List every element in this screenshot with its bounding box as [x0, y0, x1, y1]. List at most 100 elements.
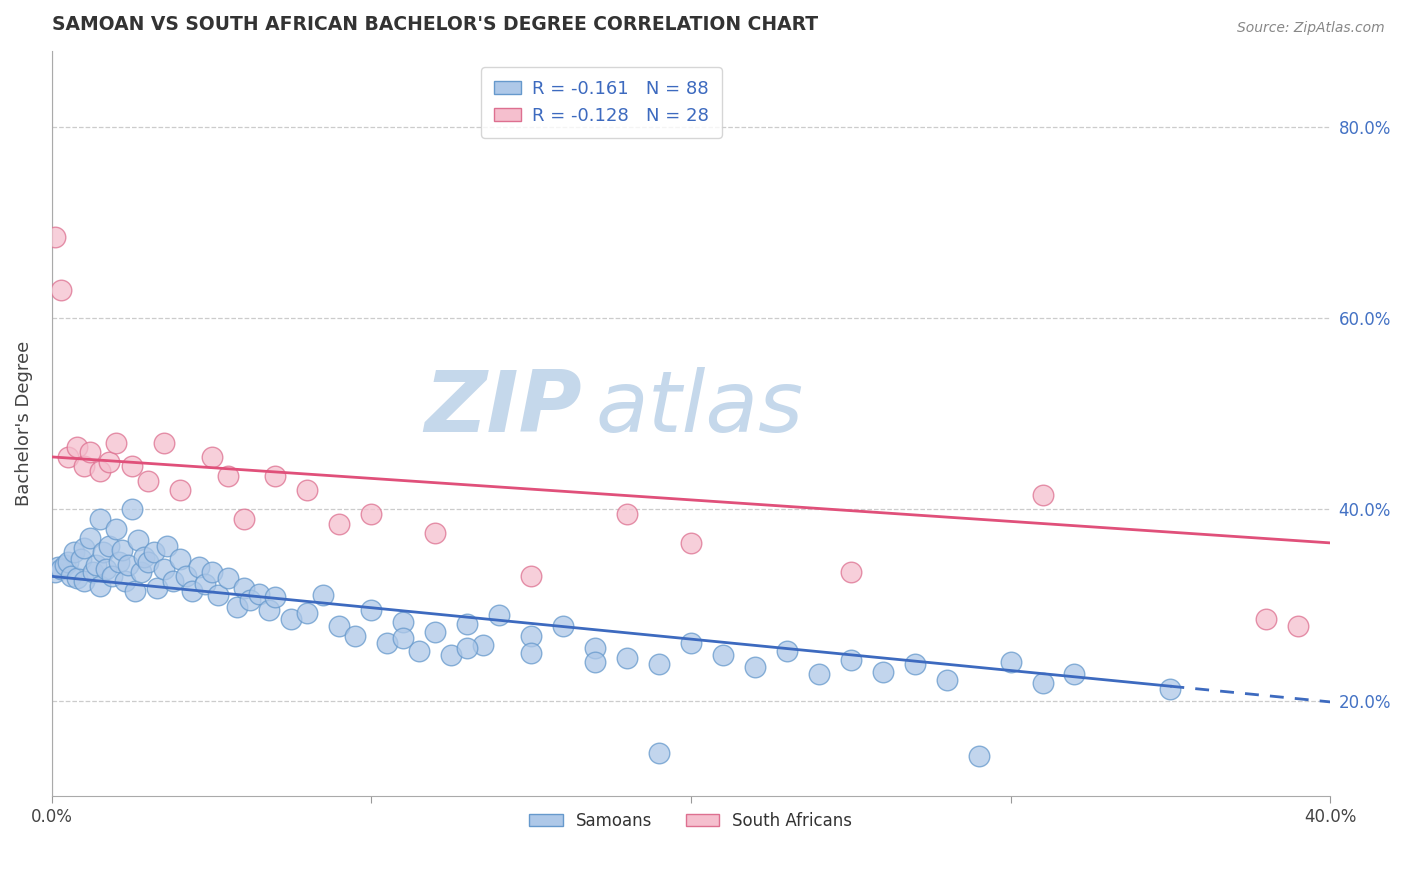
- Point: [169, 552, 191, 566]
- Point: [56, 450, 79, 464]
- Point: [1159, 682, 1181, 697]
- Point: [280, 612, 302, 626]
- Point: [520, 646, 543, 660]
- Point: [679, 636, 702, 650]
- Point: [616, 507, 638, 521]
- Point: [232, 512, 254, 526]
- Point: [134, 550, 156, 565]
- Point: [200, 565, 222, 579]
- Point: [73, 541, 96, 555]
- Point: [66, 441, 89, 455]
- Point: [51, 562, 73, 576]
- Point: [1286, 619, 1309, 633]
- Point: [98, 539, 121, 553]
- Point: [360, 603, 382, 617]
- Point: [456, 617, 478, 632]
- Point: [194, 577, 217, 591]
- Point: [121, 502, 143, 516]
- Point: [51, 283, 73, 297]
- Point: [648, 657, 671, 672]
- Point: [472, 638, 495, 652]
- Point: [935, 673, 957, 687]
- Point: [59, 569, 82, 583]
- Point: [86, 558, 108, 572]
- Point: [66, 571, 89, 585]
- Point: [488, 607, 510, 622]
- Point: [79, 531, 101, 545]
- Point: [257, 603, 280, 617]
- Point: [679, 536, 702, 550]
- Point: [297, 483, 319, 498]
- Text: Source: ZipAtlas.com: Source: ZipAtlas.com: [1237, 21, 1385, 35]
- Point: [46, 559, 69, 574]
- Point: [104, 435, 127, 450]
- Point: [181, 583, 204, 598]
- Y-axis label: Bachelor's Degree: Bachelor's Degree: [15, 341, 32, 506]
- Point: [127, 533, 149, 547]
- Point: [425, 526, 447, 541]
- Point: [776, 644, 799, 658]
- Point: [583, 640, 606, 655]
- Point: [232, 581, 254, 595]
- Point: [616, 650, 638, 665]
- Point: [73, 459, 96, 474]
- Point: [143, 545, 166, 559]
- Point: [1031, 488, 1053, 502]
- Point: [73, 574, 96, 588]
- Point: [69, 552, 91, 566]
- Point: [174, 569, 197, 583]
- Point: [1256, 612, 1278, 626]
- Text: SAMOAN VS SOUTH AFRICAN BACHELOR'S DEGREE CORRELATION CHART: SAMOAN VS SOUTH AFRICAN BACHELOR'S DEGRE…: [52, 15, 818, 34]
- Text: atlas: atlas: [595, 367, 803, 450]
- Point: [408, 644, 430, 658]
- Point: [744, 660, 766, 674]
- Point: [872, 665, 894, 679]
- Point: [136, 555, 159, 569]
- Point: [967, 748, 990, 763]
- Point: [583, 656, 606, 670]
- Point: [297, 606, 319, 620]
- Point: [1063, 666, 1085, 681]
- Legend: Samoans, South Africans: Samoans, South Africans: [523, 805, 859, 836]
- Point: [146, 581, 169, 595]
- Point: [169, 483, 191, 498]
- Point: [94, 562, 117, 576]
- Point: [124, 583, 146, 598]
- Point: [121, 459, 143, 474]
- Point: [108, 555, 131, 569]
- Point: [101, 569, 124, 583]
- Text: ZIP: ZIP: [425, 367, 582, 450]
- Point: [360, 507, 382, 521]
- Point: [56, 555, 79, 569]
- Point: [839, 653, 862, 667]
- Point: [44, 565, 66, 579]
- Point: [156, 539, 179, 553]
- Point: [264, 591, 287, 605]
- Point: [63, 545, 86, 559]
- Point: [904, 657, 927, 672]
- Point: [104, 522, 127, 536]
- Point: [44, 230, 66, 244]
- Point: [117, 558, 139, 572]
- Point: [392, 615, 415, 630]
- Point: [152, 562, 174, 576]
- Point: [136, 474, 159, 488]
- Point: [217, 469, 239, 483]
- Point: [226, 599, 249, 614]
- Point: [162, 574, 184, 588]
- Point: [217, 571, 239, 585]
- Point: [98, 455, 121, 469]
- Point: [129, 565, 152, 579]
- Point: [312, 589, 335, 603]
- Point: [1000, 656, 1022, 670]
- Point: [1031, 676, 1053, 690]
- Point: [392, 632, 415, 646]
- Point: [520, 629, 543, 643]
- Point: [152, 435, 174, 450]
- Point: [520, 569, 543, 583]
- Point: [89, 579, 111, 593]
- Point: [114, 574, 136, 588]
- Point: [91, 545, 114, 559]
- Point: [207, 589, 229, 603]
- Point: [711, 648, 734, 662]
